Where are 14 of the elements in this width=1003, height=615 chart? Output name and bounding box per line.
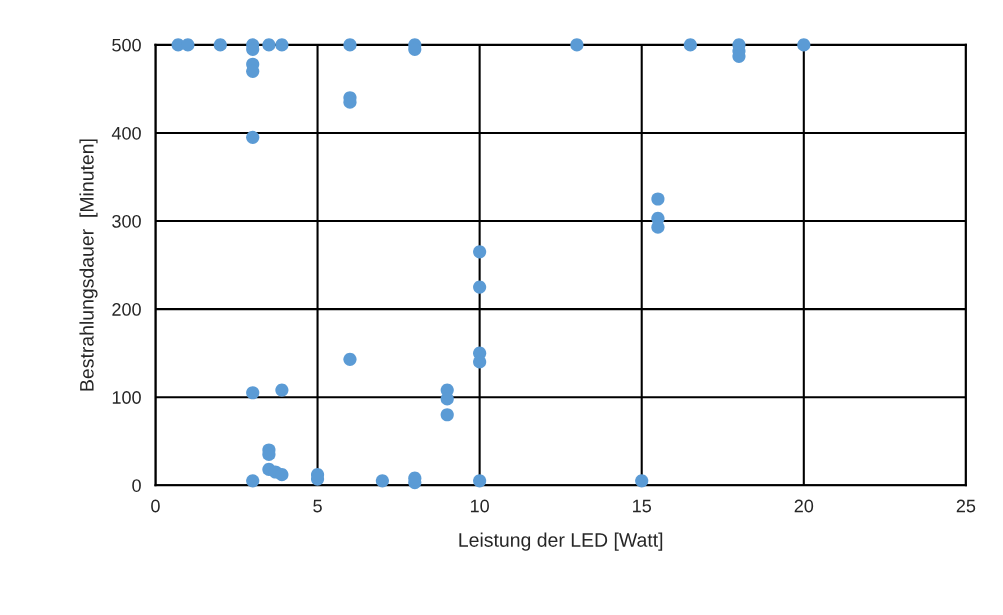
x-axis-title: Leistung der LED [Watt] (459, 532, 663, 551)
x-tick-label: 25 (956, 499, 976, 513)
y-tick-label: 500 (112, 38, 141, 52)
y-axis-title: Bestrahlungsdauer [Minuten] (79, 139, 98, 391)
y-tick-label: 300 (112, 214, 141, 228)
y-tick-label: 400 (111, 126, 141, 140)
y-tick-label: 0 (132, 479, 141, 492)
x-tick-label: 0 (151, 499, 160, 513)
y-tick-label: 200 (112, 303, 141, 316)
x-tick-label: 5 (313, 499, 322, 513)
y-tick-label: 100 (112, 391, 141, 404)
x-tick-label: 20 (794, 499, 814, 513)
x-tick-label: 15 (633, 499, 652, 513)
x-tick-label: 10 (470, 499, 489, 513)
